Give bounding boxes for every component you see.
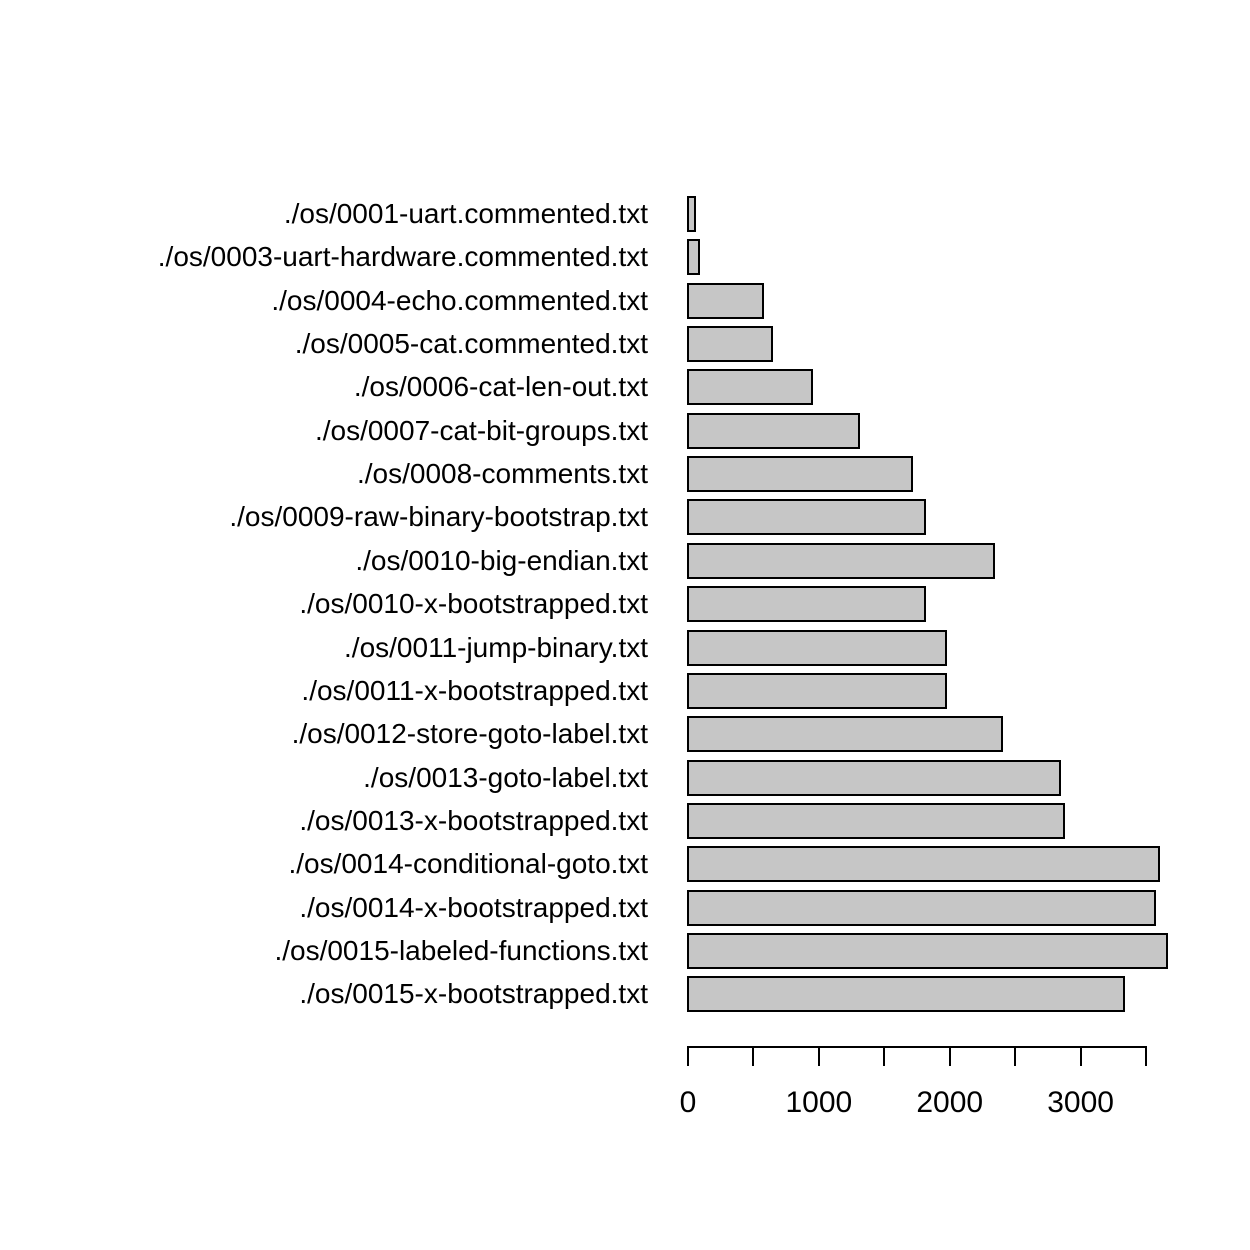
bar	[687, 499, 926, 536]
category-label: ./os/0001-uart.commented.txt	[283, 198, 648, 229]
bar	[687, 802, 1065, 839]
category-label: ./os/0015-x-bootstrapped.txt	[299, 978, 648, 1010]
category-label: ./os/0003-uart-hardware.commented.txt	[157, 241, 648, 273]
bar	[687, 239, 701, 276]
x-axis-tick	[1079, 1046, 1082, 1066]
x-axis-tick	[883, 1046, 886, 1066]
category-label: ./os/0008-comments.txt	[356, 458, 648, 490]
bar	[687, 369, 814, 406]
x-axis-tick-label: 2000	[916, 1086, 984, 1119]
category-label: ./os/0009-raw-binary-bootstrap.txt	[229, 501, 648, 533]
x-axis-tick-label: 0	[679, 1086, 697, 1119]
category-label: ./os/0014-x-bootstrapped.txt	[299, 891, 648, 923]
category-label: ./os/0004-echo.commented.txt	[271, 284, 648, 316]
bar	[687, 759, 1061, 796]
category-label: ./os/0006-cat-len-out.txt	[353, 371, 648, 403]
x-axis-tick	[687, 1046, 689, 1066]
x-axis-line	[687, 1046, 1147, 1048]
bar	[687, 889, 1157, 926]
bar	[687, 282, 764, 319]
category-label: ./os/0014-conditional-goto.txt	[288, 848, 648, 880]
bar	[687, 846, 1161, 883]
bar	[687, 976, 1125, 1013]
category-label: ./os/0010-big-endian.txt	[355, 544, 648, 576]
x-axis-tick	[1145, 1046, 1147, 1066]
bar	[687, 412, 861, 449]
category-label: ./os/0005-cat.commented.txt	[294, 328, 648, 360]
bar	[687, 456, 913, 493]
bar	[687, 932, 1168, 969]
x-axis-tick	[948, 1046, 951, 1066]
x-axis-tick-label: 3000	[1047, 1086, 1114, 1119]
category-label: ./os/0011-x-bootstrapped.txt	[301, 674, 648, 706]
category-label: ./os/0010-x-bootstrapped.txt	[299, 588, 648, 620]
category-label: ./os/0011-jump-binary.txt	[344, 631, 648, 663]
bar	[687, 542, 996, 579]
bar	[687, 716, 1004, 753]
bar	[687, 629, 947, 666]
bar	[687, 586, 926, 623]
category-label: ./os/0013-goto-label.txt	[363, 761, 648, 793]
bar	[687, 326, 773, 363]
category-label: ./os/0012-store-goto-label.txt	[291, 718, 648, 750]
x-axis-tick	[1014, 1046, 1017, 1066]
bar	[687, 196, 696, 232]
x-axis-tick-label: 1000	[785, 1086, 853, 1119]
category-label: ./os/0015-labeled-functions.txt	[274, 934, 648, 966]
category-label: ./os/0007-cat-bit-groups.txt	[314, 414, 648, 446]
x-axis-tick	[752, 1046, 755, 1066]
x-axis-tick	[817, 1046, 820, 1066]
bar	[687, 672, 947, 709]
category-label: ./os/0013-x-bootstrapped.txt	[299, 804, 648, 836]
